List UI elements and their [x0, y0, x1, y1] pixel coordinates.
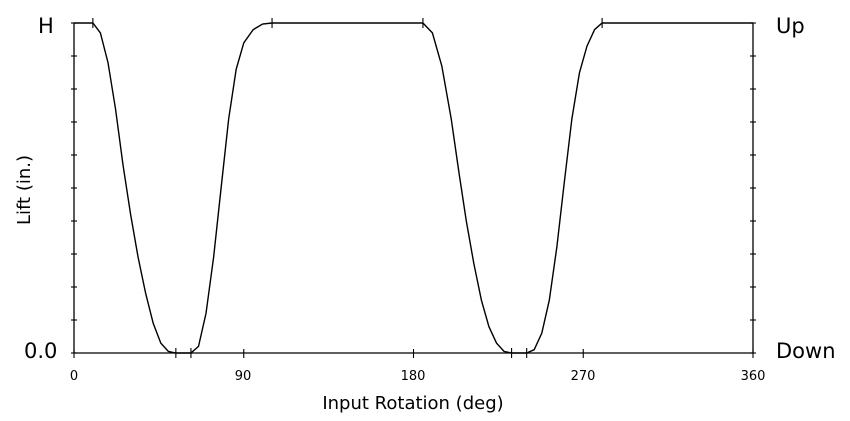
y-axis-bottom-right-label: Down — [776, 339, 836, 363]
y-axis-bottom-left-label: 0.0 — [24, 339, 57, 363]
x-tick-label-90: 90 — [235, 369, 252, 384]
lift-curve-line — [74, 22, 753, 354]
x-tick-label-0: 0 — [70, 369, 78, 384]
x-tick-label-180: 180 — [401, 369, 426, 384]
y-axis-title: Lift (in.) — [14, 155, 35, 225]
y-axis-top-left-label: H — [38, 14, 54, 38]
y-axis-top-right-label: Up — [776, 14, 805, 38]
curve-tick-marks — [92, 18, 603, 358]
x-axis-title: Input Rotation (deg) — [322, 393, 503, 414]
x-tick-label-270: 270 — [571, 369, 596, 384]
x-tick-label-360: 360 — [741, 369, 766, 384]
